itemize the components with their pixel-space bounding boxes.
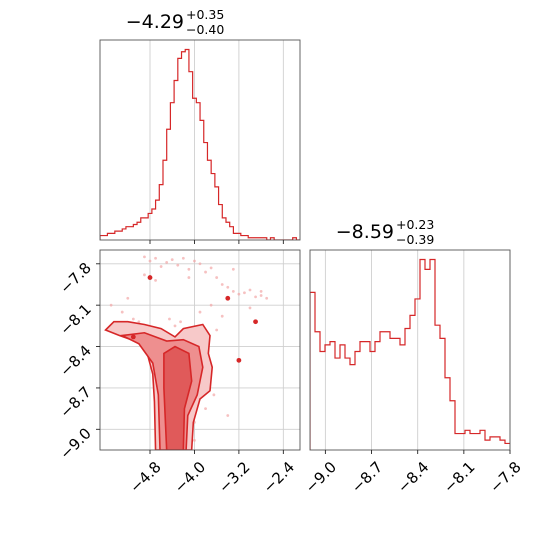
- scatter-ytick-label-2: −8.4: [56, 342, 94, 380]
- right-hist-title-value: −8.59: [336, 221, 394, 243]
- sample-point: [109, 303, 113, 307]
- sample-point: [154, 256, 157, 260]
- sample-point: [209, 303, 213, 307]
- sample-point: [198, 262, 202, 266]
- scatter-ytick-label-3: −8.7: [56, 383, 94, 421]
- top-left-histogram-panel: −4.29 +0.35−0.40: [99, 7, 301, 244]
- right-hist-xtick-label-1: −8.7: [348, 458, 386, 496]
- sample-point: [137, 320, 141, 324]
- sample-point: [248, 288, 252, 292]
- sample-point: [165, 261, 169, 264]
- sample-point: [226, 285, 230, 289]
- right-hist-title-lower-error: −0.39: [396, 232, 434, 247]
- sample-point: [231, 289, 235, 293]
- sample-point: [120, 310, 124, 314]
- sample-point: [143, 255, 146, 259]
- sample-point: [179, 320, 182, 324]
- scatter-xtick-label-1: −4.0: [171, 458, 209, 496]
- sample-point: [204, 407, 207, 411]
- right-histogram-panel: −9.0 −8.7 −8.4 −8.1 −7.8 −8.59 +0.23−0.39: [302, 217, 525, 497]
- sample-point: [254, 295, 257, 299]
- outlier-point-2: [253, 319, 258, 325]
- sample-point: [204, 270, 207, 274]
- sample-point: [243, 291, 246, 295]
- outlier-point-3: [236, 357, 242, 363]
- sample-point: [176, 263, 180, 267]
- scatter-xtick-label-2: −3.2: [215, 458, 253, 496]
- sample-point: [193, 259, 196, 263]
- right-hist-title-upper-error: +0.23: [396, 217, 434, 232]
- sample-point: [131, 317, 135, 321]
- top-hist-title-lower-error: −0.40: [186, 22, 224, 37]
- right-hist-xtick-label-2: −8.4: [394, 458, 432, 496]
- right-hist-xtick-label-4: −7.8: [486, 458, 524, 496]
- sample-point: [198, 310, 202, 314]
- sample-point: [237, 292, 241, 296]
- scatter-ytick-label-0: −7.8: [56, 259, 94, 297]
- top-hist-step-line: [100, 48, 300, 240]
- sample-point: [215, 328, 219, 332]
- sample-point: [231, 267, 235, 271]
- outlier-point-1: [225, 295, 231, 301]
- sample-point: [181, 256, 185, 260]
- sample-point: [187, 267, 191, 271]
- contour-core: [163, 345, 193, 450]
- sample-point: [259, 294, 263, 297]
- sample-point: [265, 296, 269, 300]
- right-hist-step-line: [310, 258, 510, 450]
- sample-point: [126, 296, 130, 300]
- sample-point: [170, 258, 174, 262]
- right-hist-xtick-label-3: −8.1: [440, 458, 478, 496]
- scatter-ytick-label-4: −9.0: [56, 424, 94, 462]
- sample-point: [209, 266, 213, 270]
- sample-point: [187, 276, 191, 279]
- outlier-point-0: [147, 275, 153, 280]
- sample-point: [168, 317, 171, 321]
- scatter-xtick-label-0: −4.8: [126, 458, 164, 496]
- top-hist-title-upper-error: +0.35: [186, 7, 224, 22]
- scatter-content: [104, 255, 269, 450]
- scatter-contour-panel: −4.8 −4.0 −3.2 −2.4 −7.8−8.1 −8.4−8.7−9.0: [56, 249, 301, 497]
- scatter-ytick-label-1: −8.1: [56, 300, 94, 338]
- sample-point: [220, 314, 224, 318]
- sample-point: [215, 276, 219, 279]
- sample-point: [212, 393, 216, 397]
- sample-point: [143, 273, 146, 277]
- sample-point: [259, 289, 263, 293]
- sample-point: [148, 259, 152, 263]
- right-hist-xtick-label-0: −9.0: [302, 458, 340, 496]
- top-hist-title-value: −4.29: [126, 11, 184, 33]
- sample-point: [154, 278, 157, 282]
- outlier-point-4: [130, 334, 136, 340]
- scatter-xtick-label-3: −2.4: [260, 458, 298, 496]
- scatter-frame: [99, 249, 301, 451]
- sample-point: [226, 414, 230, 417]
- sample-point: [220, 283, 224, 286]
- sample-point: [248, 306, 252, 310]
- right-hist-frame: [309, 249, 511, 451]
- sample-point: [159, 265, 163, 268]
- top-hist-frame: [99, 39, 301, 241]
- sample-point: [173, 324, 177, 328]
- sample-point: [193, 438, 196, 442]
